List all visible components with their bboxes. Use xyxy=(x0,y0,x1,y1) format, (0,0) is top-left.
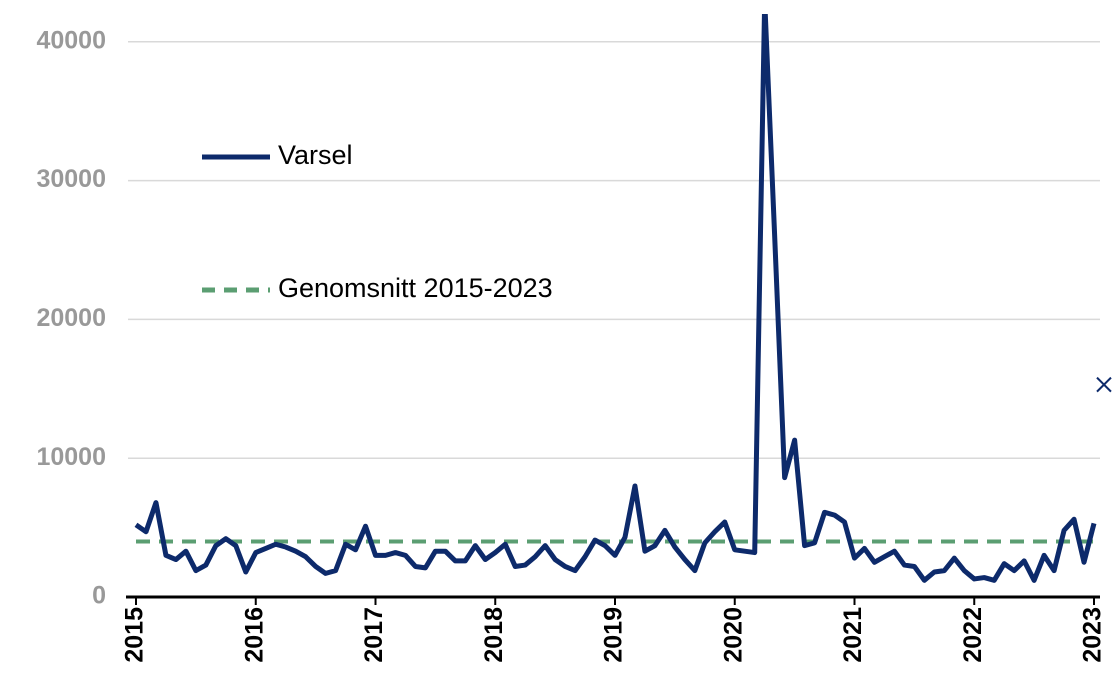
y-tick-label: 20000 xyxy=(36,304,106,332)
axes: 0 10000 20000 30000 40000 2015 2016 2017 2018 201… xyxy=(36,26,1106,662)
x-tick-label: 2018 xyxy=(480,607,508,663)
x-tick-label: 2020 xyxy=(719,607,747,663)
plot-area xyxy=(134,14,1112,583)
x-tick-label: 2017 xyxy=(360,607,388,663)
y-tick-label: 40000 xyxy=(36,26,106,54)
x-tick-label: 2022 xyxy=(959,607,987,663)
legend-label: Varsel xyxy=(278,140,353,170)
legend-label: Genomsnitt 2015-2023 xyxy=(278,273,553,303)
y-tick-label: 0 xyxy=(92,582,106,610)
x-tick-label: 2019 xyxy=(600,607,628,663)
x-tick-label: 2021 xyxy=(839,607,867,663)
x-tick-label: 2016 xyxy=(240,607,268,663)
x-tick-label: 2015 xyxy=(121,607,149,663)
x-tick-label: 2023 xyxy=(1079,607,1107,663)
point-marker xyxy=(1096,376,1112,393)
line-series xyxy=(134,14,1097,583)
y-tick-label: 10000 xyxy=(36,443,106,471)
grid xyxy=(128,41,1100,459)
y-tick-label: 30000 xyxy=(36,165,106,193)
